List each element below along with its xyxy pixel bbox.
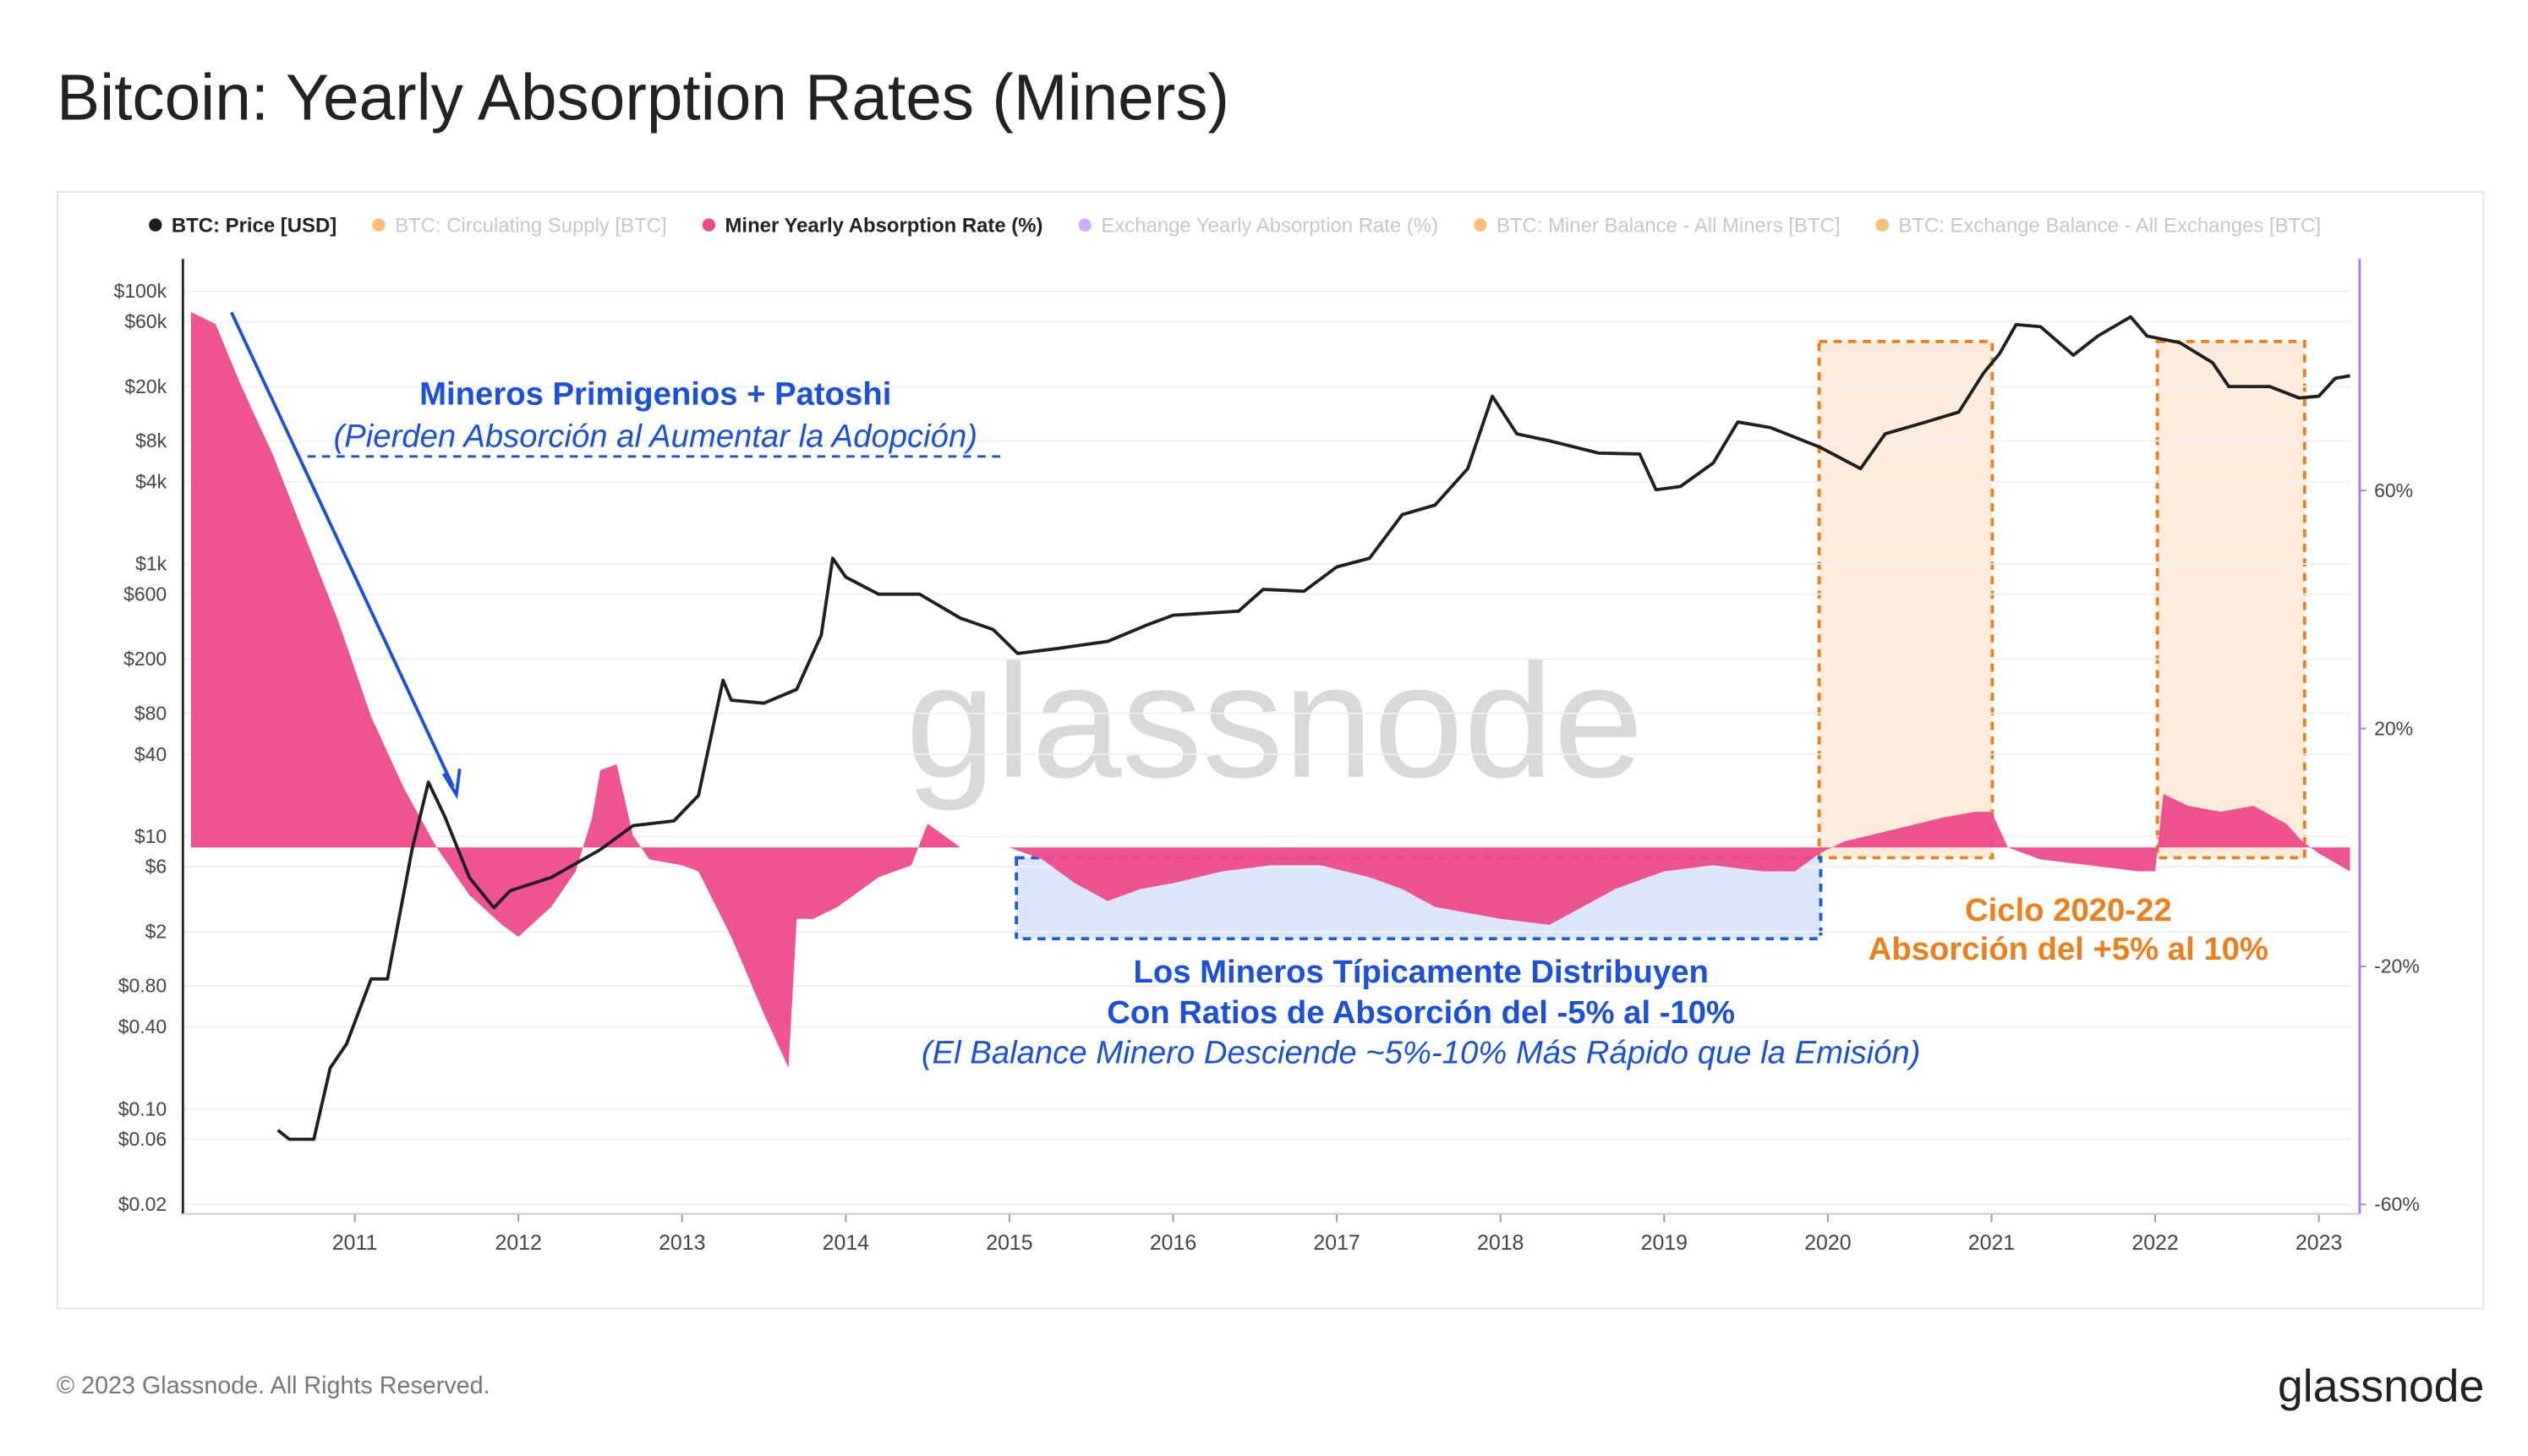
brand: glassnode (2278, 1361, 2484, 1412)
legend-marker (1875, 218, 1889, 232)
legend-label[interactable]: Exchange Yearly Absorption Rate (%) (1101, 215, 1438, 238)
y-tick-label: $10 (134, 825, 167, 847)
legend-marker (1078, 218, 1092, 232)
legend-marker (702, 218, 716, 232)
x-tick-label: 2018 (1477, 1231, 1524, 1255)
x-tick-label: 2016 (1150, 1231, 1196, 1255)
y-tick-label: $0.10 (118, 1097, 167, 1119)
annotation: Mineros Primigenios + Patoshi (419, 376, 891, 413)
x-tick-label: 2019 (1641, 1231, 1688, 1255)
legend-label[interactable]: BTC: Miner Balance - All Miners [BTC] (1497, 215, 1841, 238)
arrow (230, 311, 455, 788)
page-title: Bitcoin: Yearly Absorption Rates (Miners… (57, 63, 1229, 134)
y-tick-label: $100k (114, 280, 167, 302)
annotation: Absorción del +5% al 10% (1869, 931, 2268, 967)
highlight-box (1817, 339, 1994, 860)
highlight-box (2155, 339, 2306, 860)
y-tick-label: $600 (123, 583, 167, 605)
annotation: Con Ratios de Absorción del -5% al -10% (1107, 994, 1735, 1031)
line (276, 315, 2350, 1141)
x-tick-label: 2013 (659, 1231, 705, 1255)
y-tick-label: $60k (124, 310, 167, 332)
area (191, 312, 2350, 1068)
y-tick-label: $8k (135, 430, 167, 452)
arrow-head (441, 769, 462, 800)
y-tick-label: $80 (134, 702, 167, 724)
y2-tick-label: 60% (2374, 479, 2413, 501)
legend-label[interactable]: BTC: Price [USD] (172, 215, 337, 238)
chart-frame (57, 190, 2485, 1310)
y-tick-label: $1k (135, 553, 167, 575)
x-tick-label: 2011 (332, 1231, 378, 1255)
annotation: (Pierden Absorción al Aumentar la Adopci… (334, 418, 977, 454)
legend-marker (1474, 218, 1487, 232)
annotation: Ciclo 2020-22 (1965, 892, 2172, 928)
annotation: (El Balance Minero Desciende ~5%-10% Más… (922, 1035, 1921, 1071)
legend-label[interactable]: Miner Yearly Absorption Rate (%) (725, 215, 1043, 238)
x-tick-label: 2022 (2131, 1231, 2178, 1255)
y2-tick-label: -20% (2374, 955, 2420, 977)
annotation: Los Mineros Típicamente Distribuyen (1133, 954, 1708, 990)
highlights (1015, 339, 2306, 941)
y2-tick-label: 20% (2374, 717, 2413, 739)
y2-tick-label: -60% (2374, 1193, 2420, 1215)
y-tick-label: $2 (145, 921, 167, 943)
y-tick-label: $0.06 (118, 1128, 167, 1150)
x-tick-label: 2017 (1313, 1231, 1360, 1255)
x-tick-label: 2023 (2295, 1231, 2342, 1255)
x-tick-label: 2020 (1804, 1231, 1851, 1255)
copyright: © 2023 Glassnode. All Rights Reserved. (57, 1372, 490, 1399)
y-tick-label: $0.40 (118, 1015, 167, 1037)
y-tick-label: $0.80 (118, 975, 167, 997)
y-tick-label: $40 (134, 743, 167, 765)
legend-label[interactable]: BTC: Circulating Supply [BTC] (395, 215, 667, 238)
x-tick-label: 2012 (495, 1231, 542, 1255)
x-tick-label: 2015 (986, 1231, 1032, 1255)
y-tick-label: $0.02 (118, 1193, 167, 1215)
y-tick-label: $6 (145, 856, 167, 878)
watermark: glassnode (906, 631, 1644, 812)
legend-marker (149, 218, 162, 232)
y-tick-label: $200 (123, 648, 167, 670)
x-tick-label: 2021 (1968, 1231, 2015, 1255)
legend-marker (372, 218, 386, 232)
plot: glassnode $100k $60k $20k $8k $4k $1k $600 $200 $… (114, 215, 2420, 1255)
y-tick-label: $20k (124, 375, 167, 397)
y-tick-label: $4k (135, 471, 167, 493)
annotations: Mineros Primigenios + Patoshi (Pierden A… (230, 311, 2268, 1071)
legend-label[interactable]: BTC: Exchange Balance - All Exchanges [B… (1898, 215, 2321, 238)
x-tick-label: 2014 (823, 1231, 870, 1255)
